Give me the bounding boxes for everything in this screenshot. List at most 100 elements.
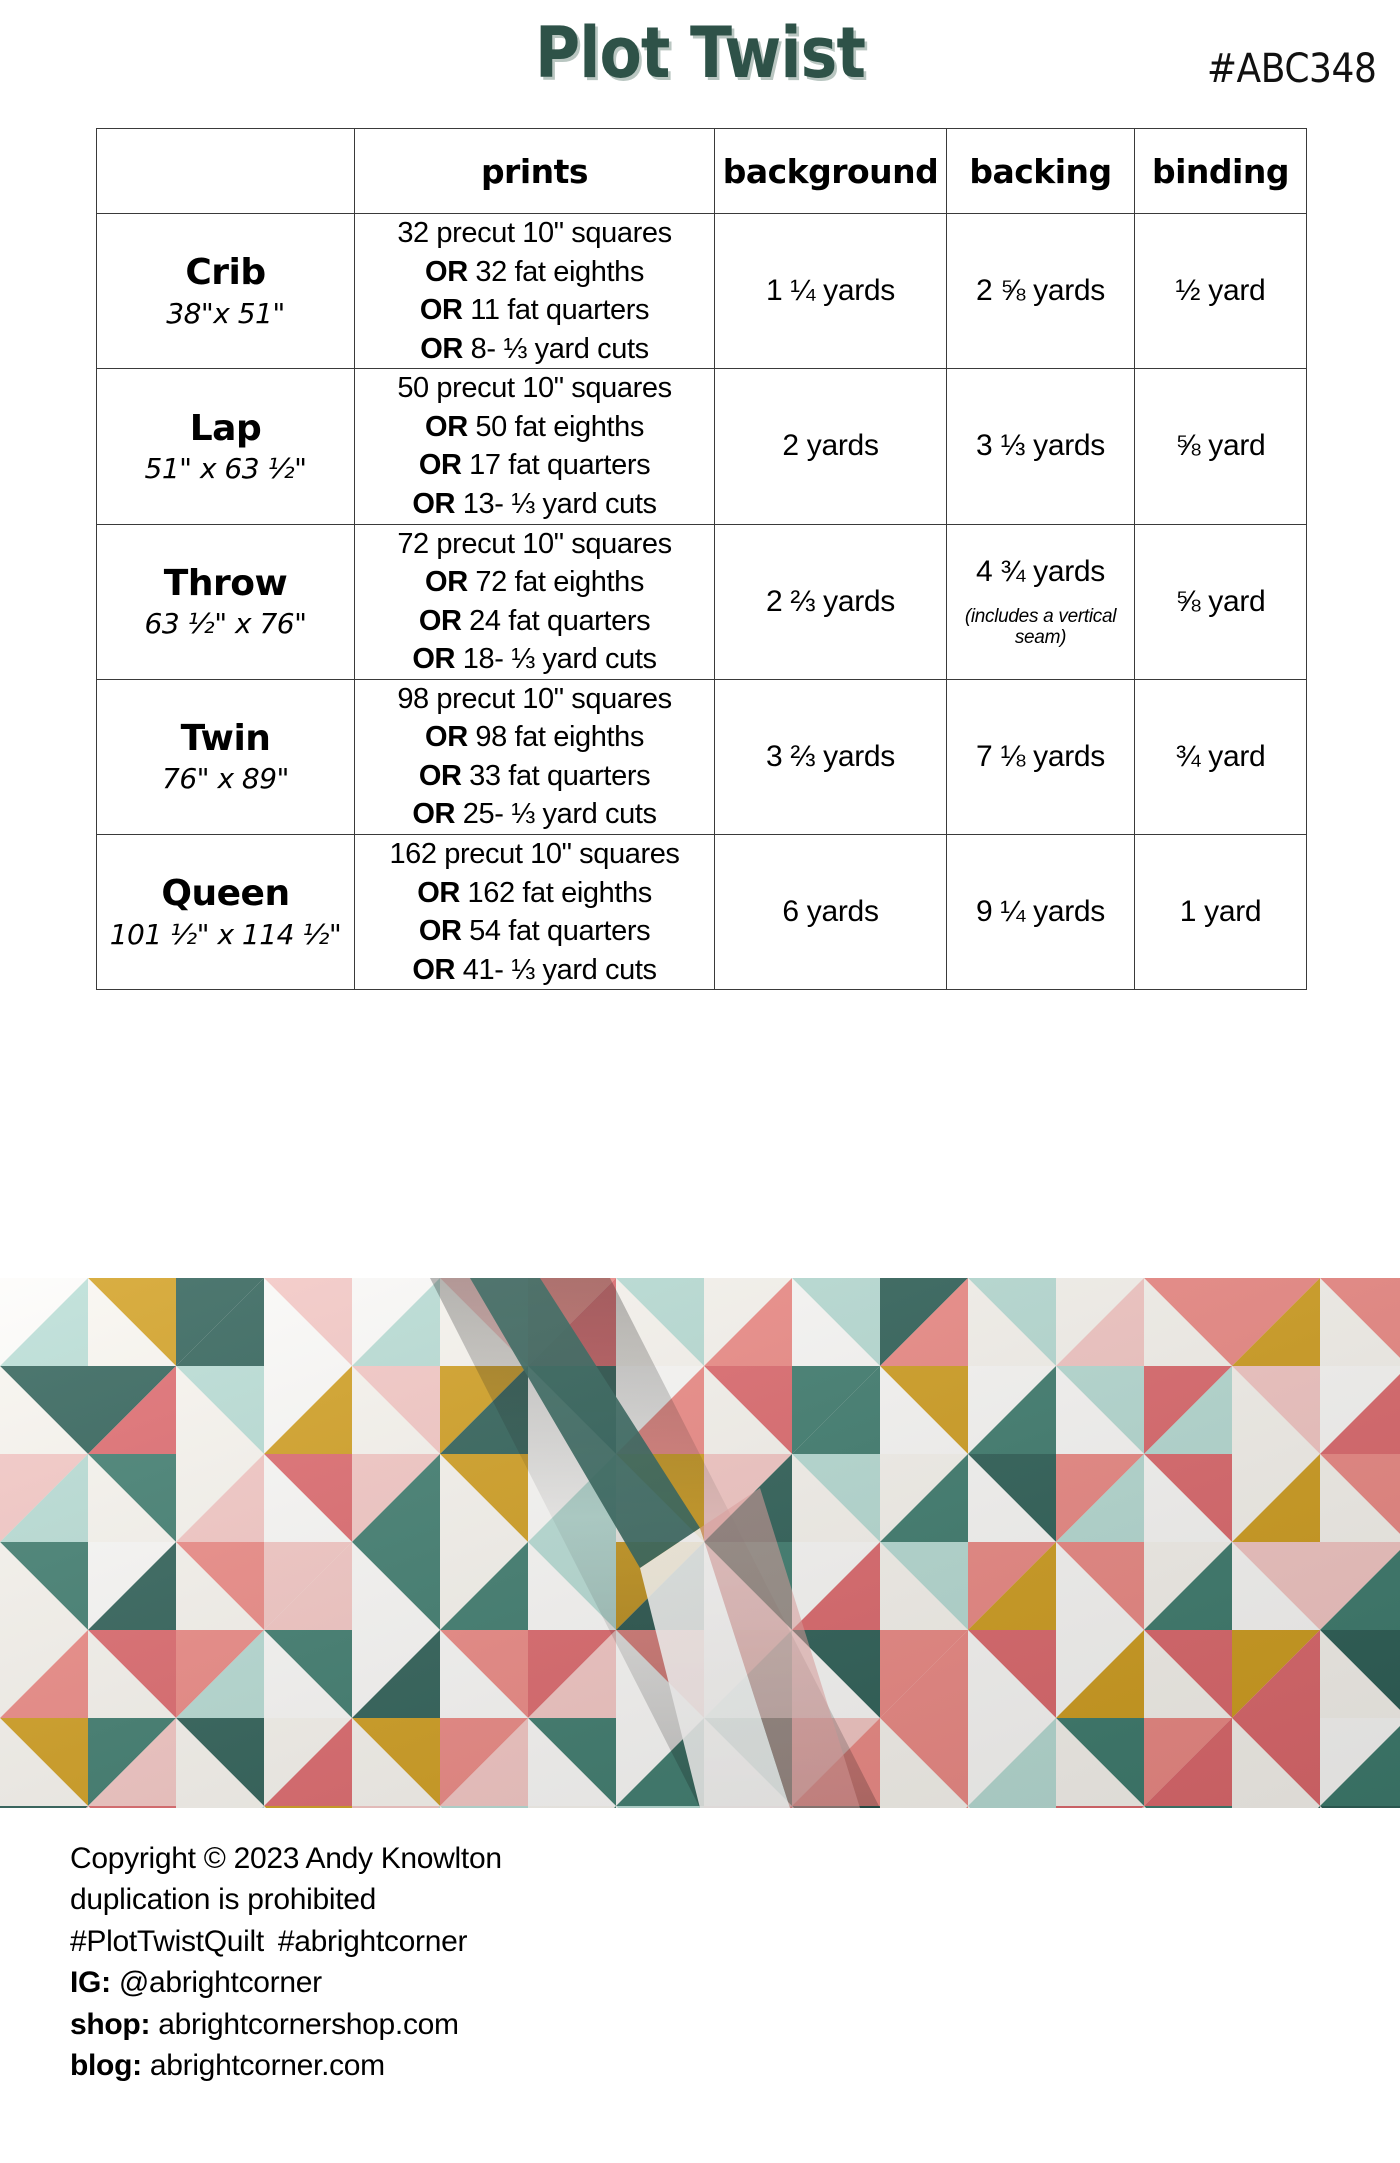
or-prefix: OR <box>425 410 468 443</box>
column-header-background: background <box>714 128 947 214</box>
cell-size: Queen 101 ½" x 114 ½" <box>96 833 355 991</box>
cell-backing-value: 7 ⅛ yards <box>975 739 1106 773</box>
footer-hashtags: #PlotTwistQuilt #abrightcorner <box>70 1921 502 1962</box>
cell-background-value: 6 yards <box>782 895 879 929</box>
cell-background: 2 ⅔ yards <box>714 523 947 680</box>
cell-background: 6 yards <box>714 833 947 991</box>
or-prefix: OR <box>418 604 462 637</box>
blog-label: blog: <box>70 2048 142 2082</box>
footer-instagram: IG: @abrightcorner <box>70 1962 502 2003</box>
prints-option: OR 24 fat quarters <box>418 604 651 637</box>
instagram-handle: @abrightcorner <box>118 1966 322 2000</box>
table-row: Lap 51" x 63 ½" 50 precut 10" squares OR 50… <box>96 368 1307 525</box>
prints-option: OR 50 fat eighths <box>425 410 644 443</box>
requirements-table-container: prints background backing binding Crib 38… <box>96 128 1307 991</box>
prints-option: OR 41- ⅓ yard cuts <box>412 953 657 986</box>
cell-background-value: 2 ⅔ yards <box>765 584 896 618</box>
shop-url: abrightcornershop.com <box>158 2007 459 2041</box>
or-prefix: OR <box>425 566 468 599</box>
footer-duplication: duplication is prohibited <box>70 1883 377 1917</box>
column-header-prints: prints <box>354 128 715 214</box>
cell-binding-value: ⅝ yard <box>1175 584 1266 618</box>
hashtag-abrightcorner: #abrightcorner <box>277 1924 468 1958</box>
cell-binding: ⅝ yard <box>1134 368 1307 525</box>
backing-note: (includes a vertical seam) <box>964 605 1117 648</box>
fabric-requirements-table: prints background backing binding Crib 38… <box>96 128 1307 991</box>
size-dimensions: 76" x 89" <box>162 762 289 796</box>
blog-url: abrightcorner.com <box>149 2048 385 2082</box>
pattern-number: #ABC348 <box>1206 46 1376 92</box>
cell-binding: ¾ yard <box>1134 678 1307 836</box>
cell-backing: 2 ⅝ yards <box>946 212 1135 370</box>
footer-block: Copyright © 2023 Andy Knowlton duplicati… <box>70 1838 502 2086</box>
prints-option: 72 precut 10" squares <box>397 527 672 560</box>
cell-background-value: 2 yards <box>782 429 879 463</box>
size-name: Crib <box>185 252 266 294</box>
size-name: Throw <box>163 562 288 604</box>
prints-option: OR 25- ⅓ yard cuts <box>412 798 657 831</box>
cell-backing: 7 ⅛ yards <box>946 678 1135 836</box>
table-row: Crib 38"x 51" 32 precut 10" squares OR 32 f… <box>96 212 1307 370</box>
size-dimensions: 38"x 51" <box>166 296 285 330</box>
prints-option: OR 33 fat quarters <box>418 759 651 792</box>
footer-copyright: Copyright © 2023 Andy Knowlton <box>70 1842 502 1875</box>
size-dimensions: 101 ½" x 114 ½" <box>109 917 342 951</box>
prints-option: OR 54 fat quarters <box>418 915 651 948</box>
prints-option: OR 32 fat eighths <box>425 255 644 288</box>
size-dimensions: 51" x 63 ½" <box>144 451 307 485</box>
hashtag-plottwistquilt: #PlotTwistQuilt <box>70 1924 264 1958</box>
column-header-backing: backing <box>946 128 1135 214</box>
cell-backing-value: 2 ⅝ yards <box>975 274 1106 308</box>
table-header-row: prints background backing binding <box>96 128 1307 214</box>
prints-option: OR 162 fat eighths <box>417 876 652 909</box>
table-row: Throw 63 ½" x 76" 72 precut 10" squares OR … <box>96 523 1307 680</box>
quilt-photo-illustration <box>0 1278 1400 1808</box>
cell-size: Lap 51" x 63 ½" <box>96 368 355 525</box>
cell-binding-value: ¾ yard <box>1175 739 1266 773</box>
prints-option: OR 11 fat quarters <box>419 294 650 327</box>
size-name: Queen <box>161 873 290 915</box>
table-row: Twin 76" x 89" 98 precut 10" squares OR 98 … <box>96 678 1307 836</box>
cell-size: Throw 63 ½" x 76" <box>96 523 355 680</box>
or-prefix: OR <box>419 294 463 327</box>
page-title: Plot Twist <box>534 12 866 94</box>
cell-background: 2 yards <box>714 368 947 525</box>
cell-binding-value: ⅝ yard <box>1175 429 1266 463</box>
column-header-binding: binding <box>1134 128 1307 214</box>
cell-backing-value: 4 ¾ yards <box>975 554 1106 588</box>
cell-prints: 162 precut 10" squares OR 162 fat eighths… <box>354 833 715 991</box>
cell-background-value: 3 ⅔ yards <box>765 739 896 773</box>
cell-prints: 50 precut 10" squares OR 50 fat eighths OR… <box>354 368 715 525</box>
size-dimensions: 63 ½" x 76" <box>144 607 307 641</box>
or-prefix: OR <box>418 449 462 482</box>
prints-option: OR 13- ⅓ yard cuts <box>412 487 657 520</box>
or-prefix: OR <box>412 798 456 831</box>
cell-backing-value: 3 ⅓ yards <box>975 429 1106 463</box>
cell-binding: ½ yard <box>1134 212 1307 370</box>
or-prefix: OR <box>417 876 460 909</box>
or-prefix: OR <box>418 915 462 948</box>
cell-binding-value: ½ yard <box>1175 274 1266 308</box>
or-prefix: OR <box>412 953 456 986</box>
cell-prints: 72 precut 10" squares OR 72 fat eighths OR… <box>354 523 715 680</box>
prints-option: 98 precut 10" squares <box>397 682 672 715</box>
cell-backing: 3 ⅓ yards <box>946 368 1135 525</box>
cell-binding: ⅝ yard <box>1134 523 1307 680</box>
cell-backing: 4 ¾ yards (includes a vertical seam) <box>946 523 1135 680</box>
cell-size: Twin 76" x 89" <box>96 678 355 836</box>
cell-binding-value: 1 yard <box>1179 895 1262 929</box>
size-name: Twin <box>180 718 271 760</box>
cell-prints: 32 precut 10" squares OR 32 fat eighths OR… <box>354 212 715 370</box>
prints-option: OR 8- ⅓ yard cuts <box>420 332 649 365</box>
footer-shop: shop: abrightcornershop.com <box>70 2004 502 2045</box>
prints-option: OR 18- ⅓ yard cuts <box>412 643 657 676</box>
cell-background-value: 1 ¼ yards <box>765 274 896 308</box>
instagram-label: IG: <box>70 1966 111 2000</box>
or-prefix: OR <box>412 643 456 676</box>
or-prefix: OR <box>420 332 463 365</box>
cell-size: Crib 38"x 51" <box>96 212 355 370</box>
prints-option: 50 precut 10" squares <box>397 372 672 405</box>
column-header-size <box>96 128 355 214</box>
prints-option: OR 98 fat eighths <box>425 721 644 754</box>
cell-prints: 98 precut 10" squares OR 98 fat eighths OR… <box>354 678 715 836</box>
